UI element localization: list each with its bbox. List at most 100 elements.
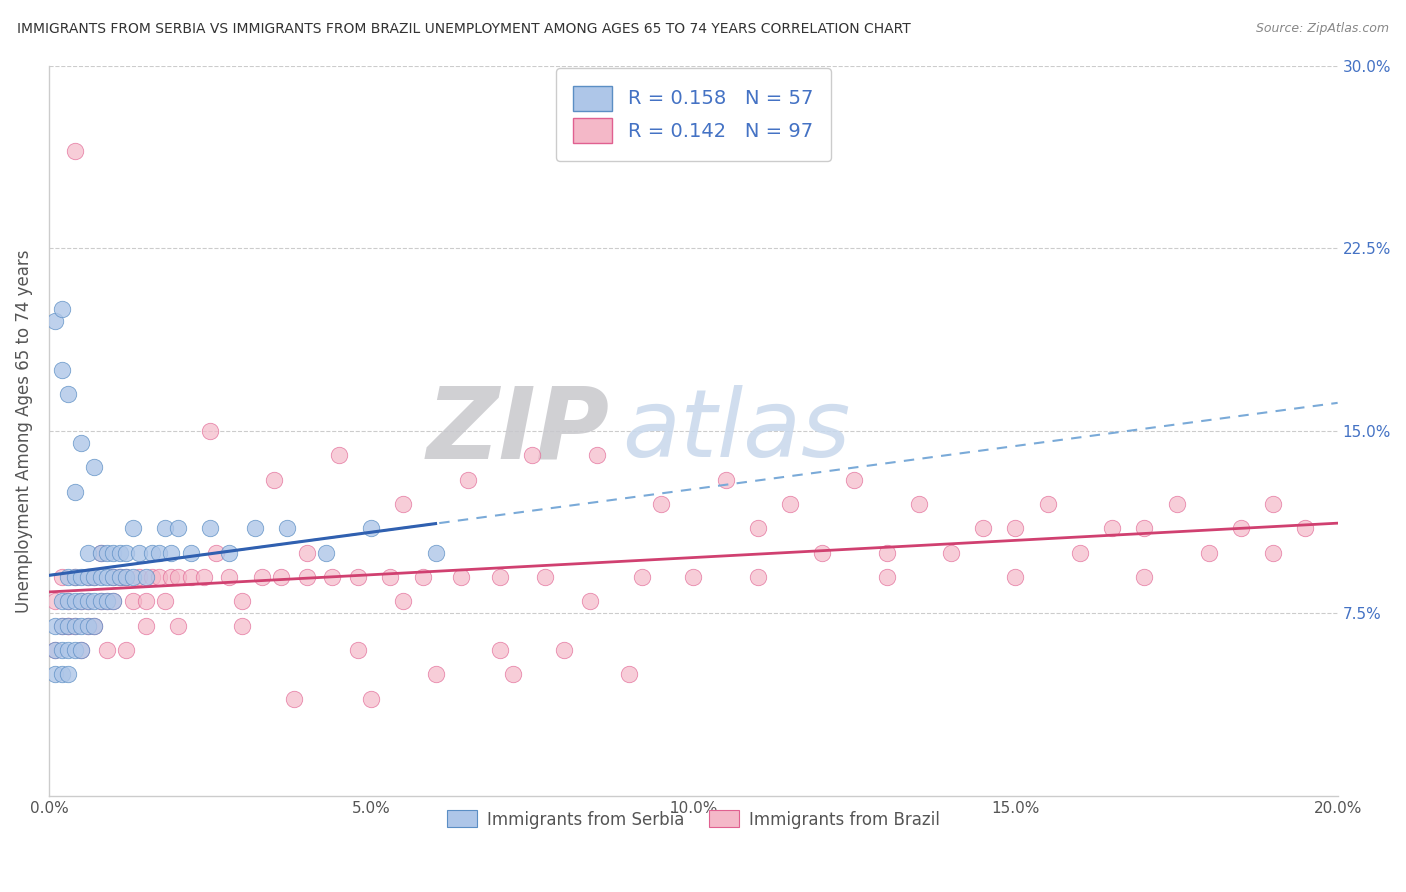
Point	[70, 643, 93, 657]
Point	[89, 545, 111, 559]
Point	[70, 436, 93, 450]
Point	[180, 570, 202, 584]
Point	[51, 643, 73, 657]
Text: atlas: atlas	[623, 385, 851, 476]
Point	[148, 570, 170, 584]
Point	[70, 570, 93, 584]
Point	[63, 618, 86, 632]
Point	[412, 570, 434, 584]
Point	[70, 594, 93, 608]
Point	[115, 570, 138, 584]
Point	[121, 570, 143, 584]
Point	[108, 570, 131, 584]
Point	[1133, 570, 1156, 584]
Point	[489, 570, 512, 584]
Point	[135, 618, 157, 632]
Point	[96, 594, 118, 608]
Point	[44, 314, 66, 328]
Point	[51, 594, 73, 608]
Point	[1004, 521, 1026, 535]
Point	[166, 618, 188, 632]
Point	[51, 363, 73, 377]
Point	[58, 570, 80, 584]
Point	[270, 570, 292, 584]
Point	[1263, 497, 1285, 511]
Point	[148, 545, 170, 559]
Point	[425, 667, 447, 681]
Point	[392, 497, 415, 511]
Point	[89, 570, 111, 584]
Point	[76, 545, 98, 559]
Point	[160, 570, 183, 584]
Point	[115, 643, 138, 657]
Point	[450, 570, 472, 584]
Point	[218, 545, 240, 559]
Point	[58, 618, 80, 632]
Point	[553, 643, 575, 657]
Point	[44, 643, 66, 657]
Point	[76, 594, 98, 608]
Point	[70, 594, 93, 608]
Point	[315, 545, 337, 559]
Point	[682, 570, 704, 584]
Point	[502, 667, 524, 681]
Point	[198, 521, 221, 535]
Point	[103, 594, 125, 608]
Point	[76, 594, 98, 608]
Point	[103, 570, 125, 584]
Point	[180, 545, 202, 559]
Point	[70, 643, 93, 657]
Point	[108, 570, 131, 584]
Point	[103, 570, 125, 584]
Point	[103, 545, 125, 559]
Point	[121, 521, 143, 535]
Point	[44, 618, 66, 632]
Point	[51, 618, 73, 632]
Point	[579, 594, 602, 608]
Point	[58, 618, 80, 632]
Point	[193, 570, 215, 584]
Point	[58, 618, 80, 632]
Point	[89, 594, 111, 608]
Point	[63, 570, 86, 584]
Point	[243, 521, 266, 535]
Point	[160, 545, 183, 559]
Point	[44, 643, 66, 657]
Point	[939, 545, 962, 559]
Point	[58, 594, 80, 608]
Text: Source: ZipAtlas.com: Source: ZipAtlas.com	[1256, 22, 1389, 36]
Legend: Immigrants from Serbia, Immigrants from Brazil: Immigrants from Serbia, Immigrants from …	[440, 804, 946, 835]
Point	[392, 594, 415, 608]
Point	[96, 643, 118, 657]
Point	[714, 473, 737, 487]
Point	[141, 570, 163, 584]
Point	[650, 497, 672, 511]
Point	[630, 570, 652, 584]
Point	[83, 618, 105, 632]
Point	[522, 448, 544, 462]
Point	[876, 570, 898, 584]
Point	[231, 594, 253, 608]
Point	[63, 484, 86, 499]
Point	[295, 545, 318, 559]
Point	[70, 618, 93, 632]
Point	[135, 570, 157, 584]
Point	[58, 643, 80, 657]
Point	[1069, 545, 1091, 559]
Text: IMMIGRANTS FROM SERBIA VS IMMIGRANTS FROM BRAZIL UNEMPLOYMENT AMONG AGES 65 TO 7: IMMIGRANTS FROM SERBIA VS IMMIGRANTS FRO…	[17, 22, 911, 37]
Point	[1294, 521, 1316, 535]
Point	[103, 594, 125, 608]
Point	[218, 570, 240, 584]
Point	[250, 570, 273, 584]
Point	[115, 545, 138, 559]
Point	[908, 497, 931, 511]
Point	[63, 643, 86, 657]
Point	[283, 691, 305, 706]
Y-axis label: Unemployment Among Ages 65 to 74 years: Unemployment Among Ages 65 to 74 years	[15, 249, 32, 613]
Point	[1230, 521, 1253, 535]
Point	[135, 594, 157, 608]
Point	[1263, 545, 1285, 559]
Point	[51, 618, 73, 632]
Point	[489, 643, 512, 657]
Point	[205, 545, 228, 559]
